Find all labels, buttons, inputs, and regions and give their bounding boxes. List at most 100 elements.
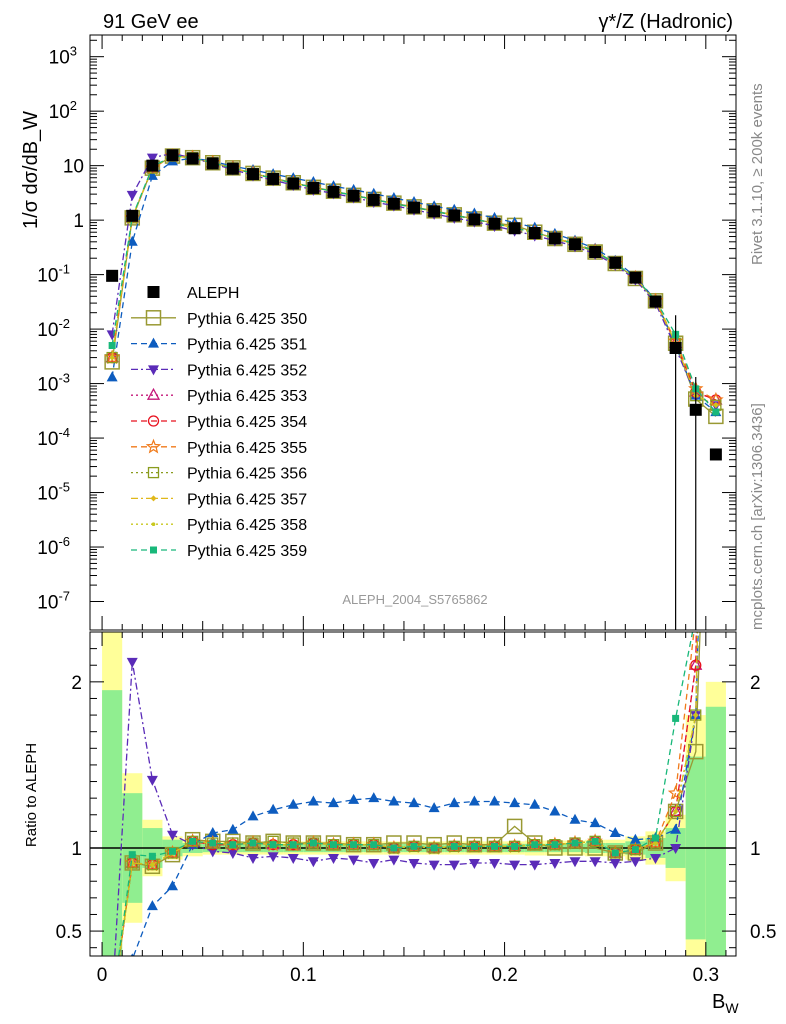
ratio-point: [109, 1002, 116, 1009]
legend-marker: [151, 522, 156, 526]
data-point: [307, 181, 320, 194]
ratio-point: [370, 841, 378, 849]
data-point: [126, 235, 138, 246]
ratio-y-tick-label: 0.5: [56, 922, 82, 943]
ratio-point: [207, 847, 219, 858]
ratio-point: [650, 853, 662, 864]
ratio-point: [330, 841, 338, 849]
ratio-point: [408, 858, 420, 869]
x-tick-label: 0.1: [290, 965, 316, 986]
data-point: [106, 330, 118, 341]
y-tick-label: 103: [49, 44, 77, 69]
ratio-point: [307, 795, 319, 806]
ratio-point: [511, 842, 519, 850]
data-point: [146, 159, 159, 172]
x-tick-label: 0.2: [491, 965, 517, 986]
legend-label: Pythia 6.425 350: [187, 311, 307, 328]
ratio-point: [549, 858, 561, 869]
ratio-point: [148, 852, 156, 860]
data-point: [206, 157, 219, 170]
legend-item: Pythia 6.425 355: [131, 438, 307, 457]
data-point: [528, 227, 541, 240]
ratio-y-tick-label: 1: [71, 839, 82, 860]
ratio-point: [408, 797, 420, 808]
ratio-point: [130, 953, 134, 956]
legend-marker: [145, 310, 162, 326]
rivet-version-label: Rivet 3.1.10, ≥ 200k events: [749, 83, 766, 265]
header-left-title: 91 GeV ee: [103, 11, 199, 33]
ratio-point: [146, 775, 158, 786]
data-point: [508, 222, 521, 235]
ratio-point: [509, 860, 521, 871]
y-tick-label: 10-2: [37, 316, 70, 341]
legend-marker: [147, 415, 160, 427]
data-point: [649, 295, 662, 308]
ratio-point: [388, 795, 400, 806]
ratio-point: [448, 860, 460, 871]
ratio-point: [547, 840, 563, 856]
ratio-point: [631, 846, 639, 854]
ratio-point: [648, 835, 663, 848]
legend-item: Pythia 6.425 353: [131, 387, 307, 405]
ratio-point: [709, 176, 723, 190]
data-point: [106, 269, 119, 282]
y-tick-label: 10-7: [37, 589, 70, 614]
ratio-point: [629, 833, 641, 844]
legend-label: Pythia 6.425 356: [187, 466, 307, 483]
ratio-point: [468, 795, 480, 806]
ratio-point: [589, 857, 601, 868]
data-point: [146, 153, 158, 164]
ratio-point: [126, 657, 138, 668]
ratio-point: [348, 855, 360, 866]
legend-marker: [148, 337, 159, 348]
y-tick-label: 10-4: [37, 425, 70, 450]
data-point: [186, 152, 199, 165]
y-tick-label: 10-1: [37, 262, 70, 287]
data-point: [105, 350, 119, 363]
ratio-point: [690, 709, 702, 721]
ratio-point: [652, 834, 660, 842]
ratio-point: [267, 803, 279, 814]
ratio-point: [448, 797, 460, 808]
legend-marker: [147, 286, 160, 298]
ratio-point: [368, 792, 380, 803]
data-point: [609, 256, 622, 269]
legend: ALEPH Pythia 6.425 350 Pythia 6.425 351 Pyt…: [131, 285, 307, 560]
data-point: [408, 201, 421, 214]
data-point: [106, 371, 118, 382]
ratio-point: [167, 880, 179, 891]
ratio-point: [109, 1006, 115, 1012]
ratio-point: [551, 841, 559, 849]
ratio-point: [107, 996, 118, 1006]
legend-marker: [148, 365, 159, 376]
ratio-point: [287, 798, 299, 809]
data-point: [106, 351, 118, 364]
analysis-label: ALEPH_2004_S5765862: [342, 592, 487, 607]
data-point: [712, 408, 720, 416]
data-point: [428, 205, 441, 218]
ratio-point: [209, 839, 217, 847]
ratio-point: [269, 841, 277, 849]
ratio-point: [107, 1006, 118, 1016]
ratio-point: [506, 818, 523, 835]
ratio-point: [390, 844, 398, 852]
uncertainty-band-inner: [705, 706, 726, 956]
ratio-point: [629, 857, 641, 868]
data-point: [287, 177, 300, 190]
ratio-point: [227, 823, 239, 834]
data-point: [146, 169, 158, 180]
ratio-point: [247, 810, 259, 821]
legend-item: Pythia 6.425 350: [131, 310, 307, 328]
ratio-point: [491, 842, 499, 850]
ratio-point: [189, 837, 197, 845]
ratio-point: [569, 813, 581, 824]
data-point: [589, 246, 602, 259]
ratio-point: [591, 837, 599, 845]
legend-label: Pythia 6.425 358: [187, 517, 307, 534]
ratio-point: [350, 841, 358, 849]
y-tick-label: 10-3: [37, 371, 70, 396]
ratio-point: [529, 798, 541, 809]
ratio-y-tick-label-right: 1: [750, 839, 761, 860]
ratio-point: [489, 795, 501, 806]
ratio-point: [229, 841, 237, 849]
